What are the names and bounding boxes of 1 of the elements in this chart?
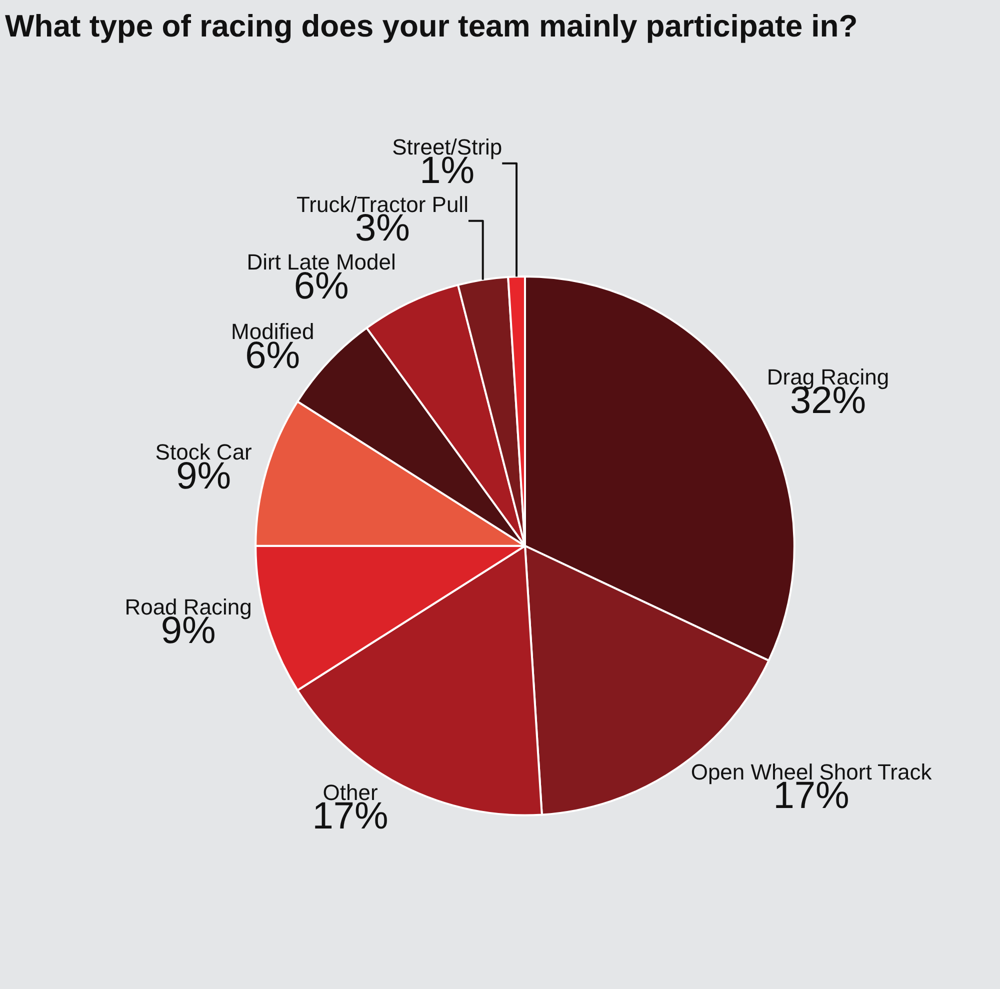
chart-title: What type of racing does your team mainly participate in?	[5, 8, 858, 44]
